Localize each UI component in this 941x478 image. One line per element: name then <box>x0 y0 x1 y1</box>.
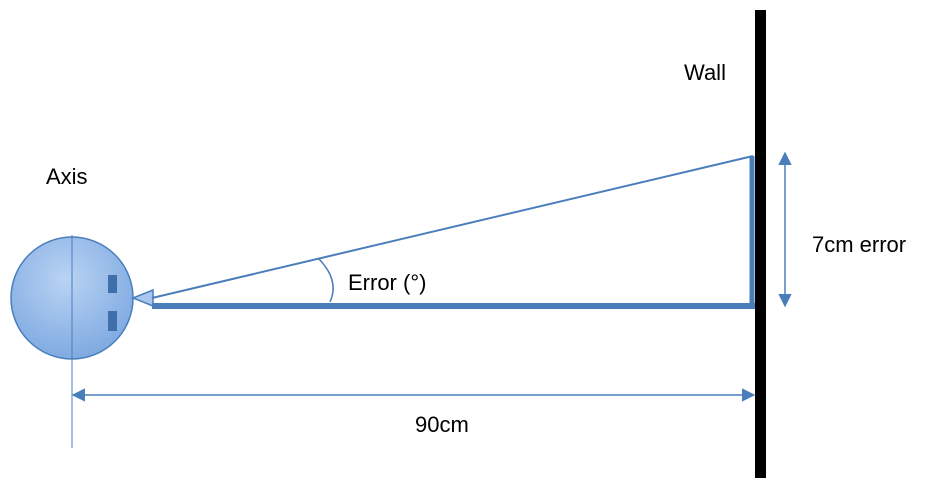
distance-label: 90cm <box>415 412 469 437</box>
angle-label: Error (°) <box>348 270 426 295</box>
wall <box>755 10 766 478</box>
error-beam <box>151 155 754 299</box>
sensor-mark <box>108 311 117 331</box>
wall-label: Wall <box>684 60 726 85</box>
sensor-nose <box>130 288 154 308</box>
axis-label: Axis <box>46 164 88 189</box>
sensor-mark <box>108 275 117 293</box>
angle-arc <box>317 257 334 303</box>
error-label: 7cm error <box>812 232 906 257</box>
